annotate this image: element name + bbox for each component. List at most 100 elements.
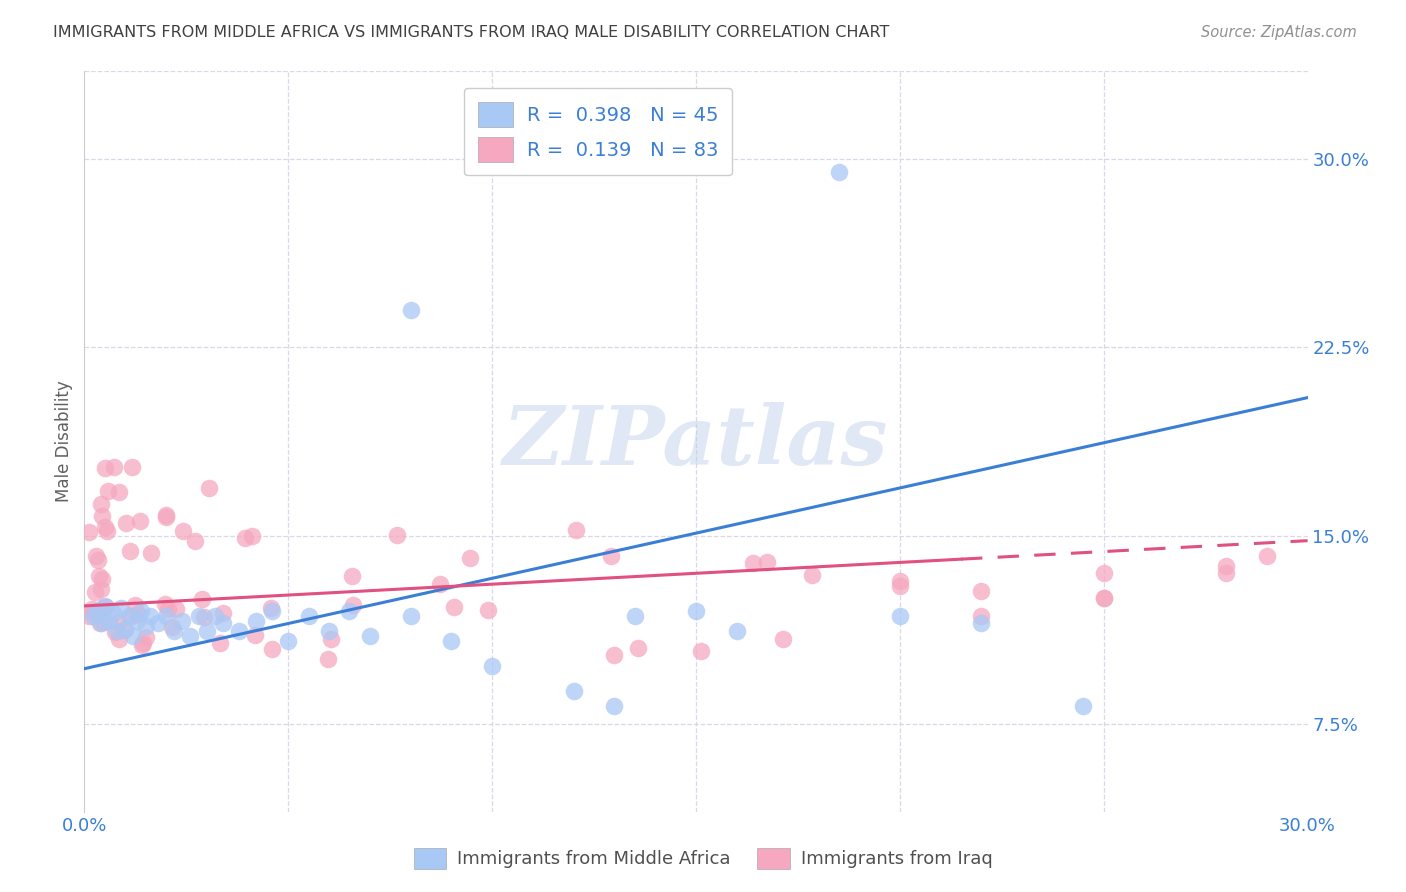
- Text: Source: ZipAtlas.com: Source: ZipAtlas.com: [1201, 25, 1357, 40]
- Point: [101, 607, 124, 621]
- Point: [565, 523, 588, 537]
- Point: [135, 630, 157, 644]
- Point: [245, 614, 267, 628]
- Legend: Immigrants from Middle Africa, Immigrants from Iraq: Immigrants from Middle Africa, Immigrant…: [406, 840, 1000, 876]
- Point: [339, 604, 361, 618]
- Point: [243, 628, 266, 642]
- Point: [94, 520, 117, 534]
- Point: [114, 516, 136, 530]
- Point: [155, 597, 177, 611]
- Point: [204, 609, 226, 624]
- Point: [1092, 591, 1115, 606]
- Point: [603, 699, 626, 714]
- Point: [399, 302, 422, 317]
- Point: [191, 592, 214, 607]
- Point: [1073, 699, 1095, 714]
- Point: [138, 609, 160, 624]
- Point: [82, 605, 104, 619]
- Point: [443, 599, 465, 614]
- Point: [209, 635, 232, 649]
- Point: [689, 644, 711, 658]
- Point: [685, 604, 707, 618]
- Point: [94, 460, 117, 475]
- Point: [599, 549, 621, 564]
- Point: [342, 598, 364, 612]
- Point: [970, 583, 993, 598]
- Point: [970, 609, 993, 624]
- Point: [131, 638, 153, 652]
- Point: [359, 629, 381, 643]
- Point: [86, 604, 108, 618]
- Point: [624, 609, 647, 624]
- Point: [87, 569, 110, 583]
- Point: [1215, 558, 1237, 573]
- Point: [121, 609, 143, 624]
- Point: [603, 648, 626, 663]
- Point: [90, 582, 112, 596]
- Point: [316, 652, 339, 666]
- Point: [155, 508, 177, 522]
- Point: [233, 531, 256, 545]
- Point: [889, 574, 911, 588]
- Text: ZIPatlas: ZIPatlas: [503, 401, 889, 482]
- Point: [96, 524, 118, 538]
- Point: [129, 514, 152, 528]
- Point: [399, 609, 422, 624]
- Point: [157, 602, 180, 616]
- Point: [118, 609, 141, 624]
- Point: [108, 484, 131, 499]
- Point: [84, 549, 107, 563]
- Point: [89, 615, 111, 630]
- Point: [172, 524, 194, 538]
- Point: [110, 601, 132, 615]
- Point: [93, 599, 115, 613]
- Point: [120, 544, 142, 558]
- Point: [228, 624, 250, 638]
- Point: [772, 632, 794, 646]
- Point: [197, 481, 219, 495]
- Point: [179, 629, 201, 643]
- Point: [146, 616, 169, 631]
- Point: [212, 616, 235, 631]
- Point: [562, 684, 585, 698]
- Point: [131, 604, 153, 618]
- Point: [260, 604, 283, 618]
- Point: [97, 614, 120, 628]
- Point: [1215, 566, 1237, 581]
- Point: [187, 609, 209, 624]
- Point: [93, 600, 115, 615]
- Point: [340, 569, 363, 583]
- Point: [1092, 566, 1115, 581]
- Point: [172, 614, 194, 628]
- Point: [107, 615, 129, 629]
- Point: [90, 616, 112, 631]
- Point: [260, 601, 283, 615]
- Point: [105, 624, 128, 638]
- Point: [91, 572, 114, 586]
- Text: IMMIGRANTS FROM MIDDLE AFRICA VS IMMIGRANTS FROM IRAQ MALE DISABILITY CORRELATIO: IMMIGRANTS FROM MIDDLE AFRICA VS IMMIGRA…: [53, 25, 890, 40]
- Point: [184, 534, 207, 549]
- Point: [477, 603, 499, 617]
- Point: [212, 606, 235, 620]
- Point: [458, 550, 481, 565]
- Point: [193, 610, 215, 624]
- Point: [298, 609, 321, 624]
- Point: [970, 616, 993, 631]
- Point: [889, 579, 911, 593]
- Point: [121, 459, 143, 474]
- Point: [481, 659, 503, 673]
- Point: [122, 629, 145, 643]
- Point: [77, 525, 100, 540]
- Point: [127, 607, 149, 622]
- Point: [82, 601, 104, 615]
- Point: [97, 484, 120, 499]
- Point: [429, 577, 451, 591]
- Point: [93, 615, 115, 629]
- Point: [1092, 591, 1115, 606]
- Point: [1256, 549, 1278, 563]
- Point: [83, 585, 105, 599]
- Point: [440, 634, 463, 648]
- Point: [135, 619, 157, 633]
- Point: [385, 528, 408, 542]
- Point: [112, 624, 135, 638]
